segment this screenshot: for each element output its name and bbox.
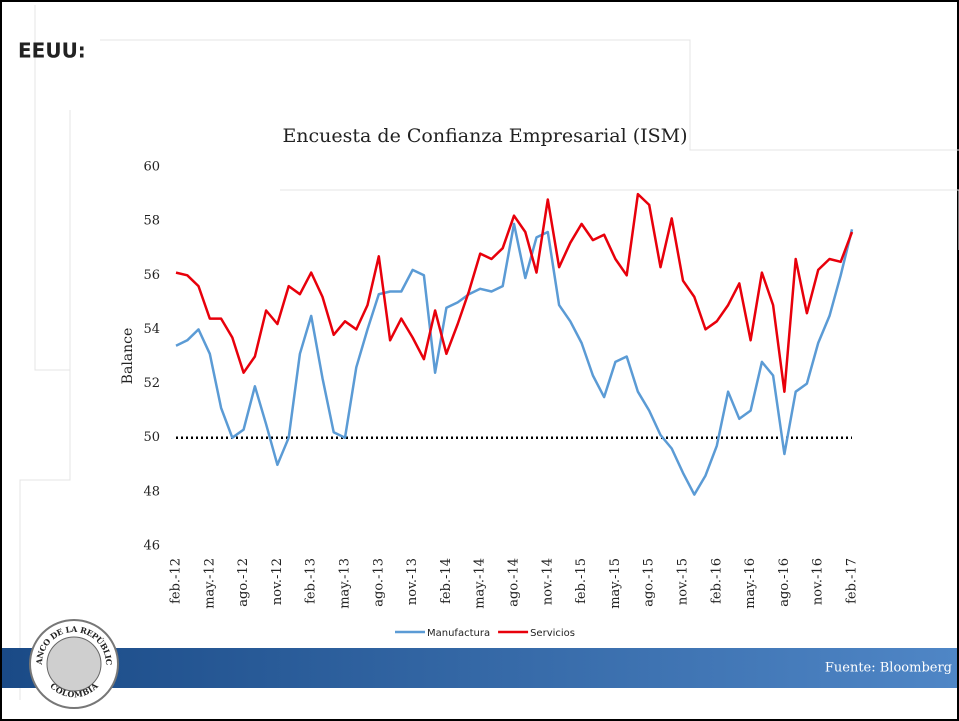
legend-label: Servicios <box>530 628 575 639</box>
x-tick-label: feb.-15 <box>574 558 589 604</box>
x-tick-label: nov.-12 <box>270 558 285 605</box>
y-tick-label: 50 <box>143 430 160 445</box>
x-tick-label: feb.-16 <box>709 558 724 604</box>
slide-heading: EEUU: <box>18 39 86 63</box>
chart-title: Encuesta de Confianza Empresarial (ISM) <box>282 125 687 147</box>
x-tick-label: may.-14 <box>473 558 488 609</box>
x-tick-label: feb.-17 <box>845 558 860 604</box>
x-tick-label: ago.-15 <box>642 558 657 607</box>
x-tick-label: nov.-14 <box>540 558 555 605</box>
x-tick-label: may.-15 <box>608 558 623 609</box>
series-line <box>175 222 854 496</box>
logo-face <box>46 636 102 692</box>
footer-band <box>2 648 957 688</box>
footer-source: Fuente: Bloomberg <box>825 661 952 676</box>
y-tick-label: 54 <box>143 322 160 337</box>
y-tick-label: 46 <box>143 539 160 554</box>
y-tick-label: 58 <box>143 214 160 229</box>
x-tick-label: ago.-12 <box>236 558 251 607</box>
x-tick-label: feb.-14 <box>439 558 454 604</box>
legend-label: Manufactura <box>427 628 490 639</box>
x-tick-label: may.-16 <box>743 558 758 609</box>
y-axis-label: Balance <box>120 328 136 385</box>
decoration <box>19 5 959 700</box>
x-tick-label: ago.-14 <box>507 558 522 607</box>
x-tick-label: ago.-16 <box>777 558 792 607</box>
y-tick-label: 52 <box>143 376 160 391</box>
x-tick-label: nov.-13 <box>405 558 420 605</box>
x-tick-label: nov.-15 <box>676 558 691 605</box>
x-tick-label: may.-12 <box>202 558 217 609</box>
y-tick-label: 60 <box>143 160 160 175</box>
series-line <box>175 192 854 393</box>
x-tick-label: feb.-12 <box>169 558 184 604</box>
x-tick-label: may.-13 <box>338 558 353 609</box>
y-tick-label: 56 <box>143 268 160 283</box>
x-tick-label: nov.-16 <box>811 558 826 605</box>
x-tick-label: feb.-13 <box>304 558 319 604</box>
x-tick-label: ago.-13 <box>371 558 386 607</box>
y-tick-label: 48 <box>143 484 160 499</box>
